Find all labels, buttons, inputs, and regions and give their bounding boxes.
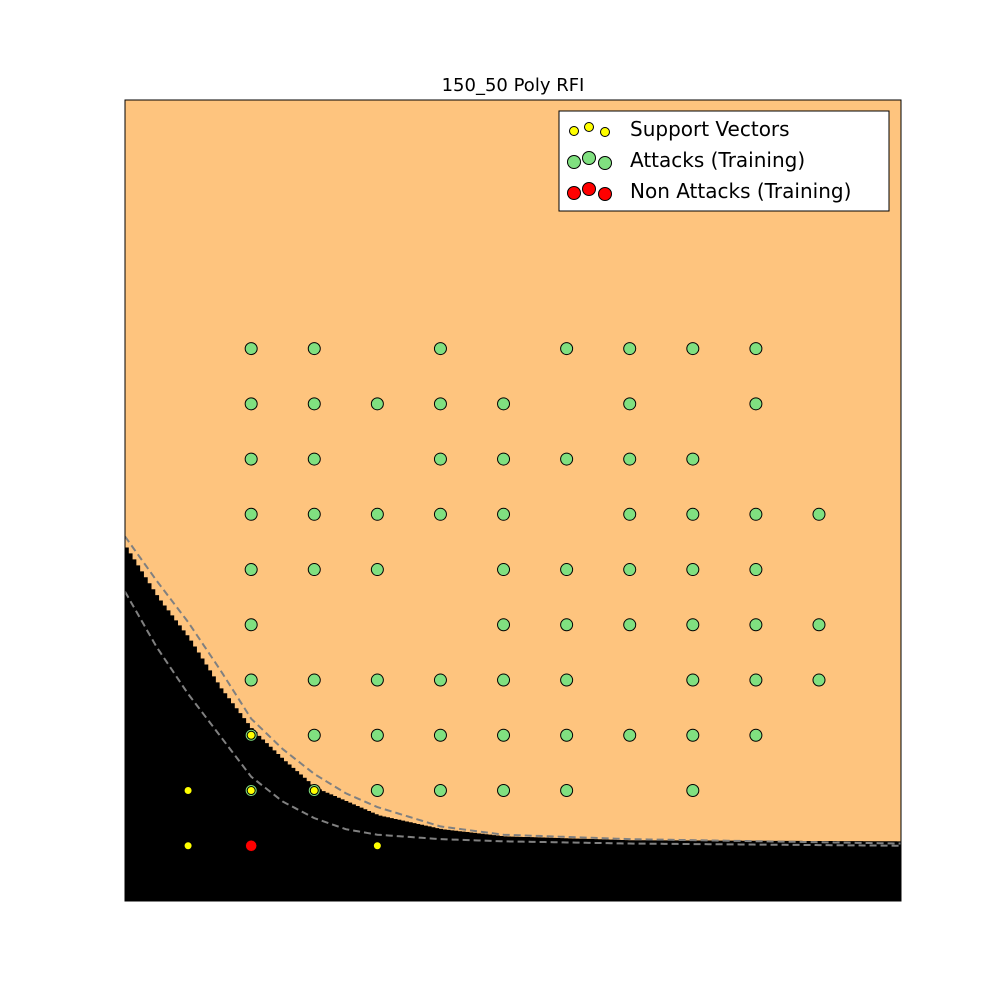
attack-point xyxy=(560,452,574,466)
attack-point xyxy=(497,784,511,798)
attack-point xyxy=(623,452,637,466)
attack-point xyxy=(749,507,763,521)
support-vector-point xyxy=(183,786,193,796)
attack-point xyxy=(433,397,447,411)
attack-point xyxy=(497,673,511,687)
attack-point xyxy=(560,563,574,577)
attack-point xyxy=(307,728,321,742)
attack-point xyxy=(686,673,700,687)
support-vector-point xyxy=(246,730,256,740)
plot-area xyxy=(125,100,901,901)
legend: Support Vectors Attacks (Training) Non Att… xyxy=(558,110,890,212)
attack-point xyxy=(244,673,258,687)
attack-point xyxy=(686,728,700,742)
attack-point xyxy=(370,563,384,577)
attack-point xyxy=(244,452,258,466)
attack-point xyxy=(497,618,511,632)
attack-point xyxy=(307,342,321,356)
legend-attacks-marker xyxy=(567,155,581,169)
attack-point xyxy=(307,507,321,521)
legend-support-vectors-marker xyxy=(600,127,610,137)
margin-line-lower xyxy=(125,591,901,847)
attack-point xyxy=(623,342,637,356)
attack-point xyxy=(623,507,637,521)
attack-point xyxy=(812,618,826,632)
attack-point xyxy=(370,728,384,742)
attack-point xyxy=(560,784,574,798)
attack-point xyxy=(370,507,384,521)
attack-point xyxy=(497,728,511,742)
attack-point xyxy=(370,397,384,411)
attack-point xyxy=(749,618,763,632)
attack-point xyxy=(686,784,700,798)
attack-point xyxy=(749,673,763,687)
attack-point xyxy=(307,452,321,466)
support-vector-point xyxy=(183,841,193,851)
legend-non-attacks-marker xyxy=(598,187,612,201)
attack-point xyxy=(433,673,447,687)
legend-non-attacks-label: Non Attacks (Training) xyxy=(630,179,851,203)
attack-point xyxy=(307,673,321,687)
attack-point xyxy=(433,452,447,466)
attack-point xyxy=(497,452,511,466)
legend-box xyxy=(558,110,890,212)
attack-point xyxy=(812,673,826,687)
attack-point xyxy=(623,618,637,632)
attack-point xyxy=(244,397,258,411)
attack-point xyxy=(686,342,700,356)
attack-point xyxy=(307,563,321,577)
attack-point xyxy=(370,784,384,798)
attack-point xyxy=(497,563,511,577)
attack-point xyxy=(370,673,384,687)
attack-point xyxy=(244,563,258,577)
attack-point xyxy=(623,397,637,411)
legend-attacks-marker xyxy=(598,156,612,170)
attack-point xyxy=(686,507,700,521)
attack-point xyxy=(307,397,321,411)
attack-point xyxy=(497,507,511,521)
attack-point xyxy=(686,618,700,632)
legend-attacks-marker xyxy=(582,151,596,165)
attack-point xyxy=(749,397,763,411)
legend-support-vectors-label: Support Vectors xyxy=(630,117,790,141)
attack-point xyxy=(623,563,637,577)
support-vector-point xyxy=(246,786,256,796)
attack-point xyxy=(560,342,574,356)
attack-point xyxy=(497,397,511,411)
attack-point xyxy=(560,618,574,632)
axes-frame xyxy=(124,99,902,902)
attack-point xyxy=(812,507,826,521)
attack-point xyxy=(623,728,637,742)
support-vector-point xyxy=(309,786,319,796)
attack-point xyxy=(560,728,574,742)
attack-point xyxy=(433,728,447,742)
legend-support-vectors-marker xyxy=(569,126,579,136)
chart-title: 150_50 Poly RFI xyxy=(441,75,585,96)
attack-point xyxy=(433,342,447,356)
attack-point xyxy=(686,452,700,466)
attack-point xyxy=(244,342,258,356)
attack-point xyxy=(433,507,447,521)
legend-attacks-label: Attacks (Training) xyxy=(630,148,805,172)
non-attack-point xyxy=(245,840,257,852)
legend-support-vectors-marker xyxy=(584,122,594,132)
attack-point xyxy=(244,507,258,521)
attack-point xyxy=(560,673,574,687)
attack-point xyxy=(749,563,763,577)
legend-non-attacks-marker xyxy=(567,186,581,200)
non-attack-region xyxy=(125,547,901,901)
attack-point xyxy=(244,618,258,632)
attack-point xyxy=(749,728,763,742)
legend-non-attacks-marker xyxy=(582,182,596,196)
margin-line-upper xyxy=(125,535,901,845)
attack-point xyxy=(686,563,700,577)
attack-point xyxy=(749,342,763,356)
attack-point xyxy=(433,784,447,798)
support-vector-point xyxy=(372,841,382,851)
